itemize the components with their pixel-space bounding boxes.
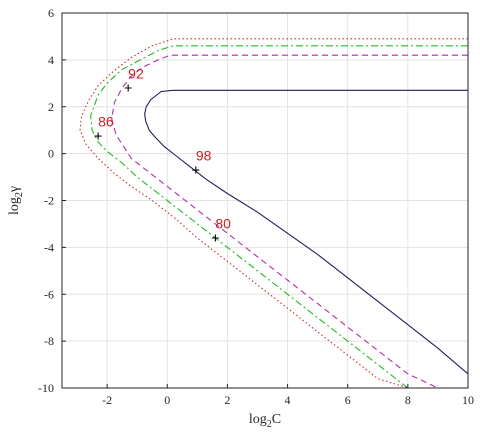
series-line-92	[111, 54, 468, 389]
y-tick-label: -10	[38, 381, 54, 395]
annotation-label-86: 86	[98, 114, 114, 130]
grid	[62, 12, 469, 389]
y-tick-label: -2	[44, 194, 54, 208]
y-tick-label: -6	[44, 287, 54, 301]
annotation-label-92: 92	[128, 66, 144, 82]
x-tick-label: 2	[224, 393, 230, 407]
annotation-marker-98	[192, 166, 200, 174]
annotation-layer: 92 86 98 80	[94, 66, 231, 242]
x-tick-label: 0	[164, 393, 170, 407]
series-layer	[79, 38, 469, 389]
y-tick-label: 4	[48, 53, 54, 67]
x-tick-label: 10	[462, 393, 474, 407]
y-tick-label: -4	[44, 240, 54, 254]
x-tick-label: -2	[102, 393, 112, 407]
tick-layer: -2 0 2 4 6 8 10 6 4 2 0 -2 -4 -6 -8 -10	[38, 6, 474, 407]
y-tick-label: 2	[48, 100, 54, 114]
series-line-98	[144, 89, 469, 375]
y-tick-label: 0	[48, 147, 54, 161]
y-axis-label: log2γ	[7, 186, 25, 215]
annotation-marker-80	[211, 234, 219, 242]
series-line-86	[90, 45, 468, 389]
x-tick-label: 8	[405, 393, 411, 407]
x-tick-label: 6	[345, 393, 351, 407]
x-tick-label: 4	[285, 393, 291, 407]
annotation-marker-86	[94, 132, 102, 140]
annotation-label-80: 80	[215, 216, 231, 232]
annotation-label-98: 98	[196, 148, 212, 164]
series-line-80	[79, 38, 468, 389]
y-tick-label: -8	[44, 334, 54, 348]
y-tick-label: 6	[48, 6, 54, 20]
x-axis-label: log2C	[249, 412, 281, 430]
annotation-marker-92	[124, 84, 132, 92]
